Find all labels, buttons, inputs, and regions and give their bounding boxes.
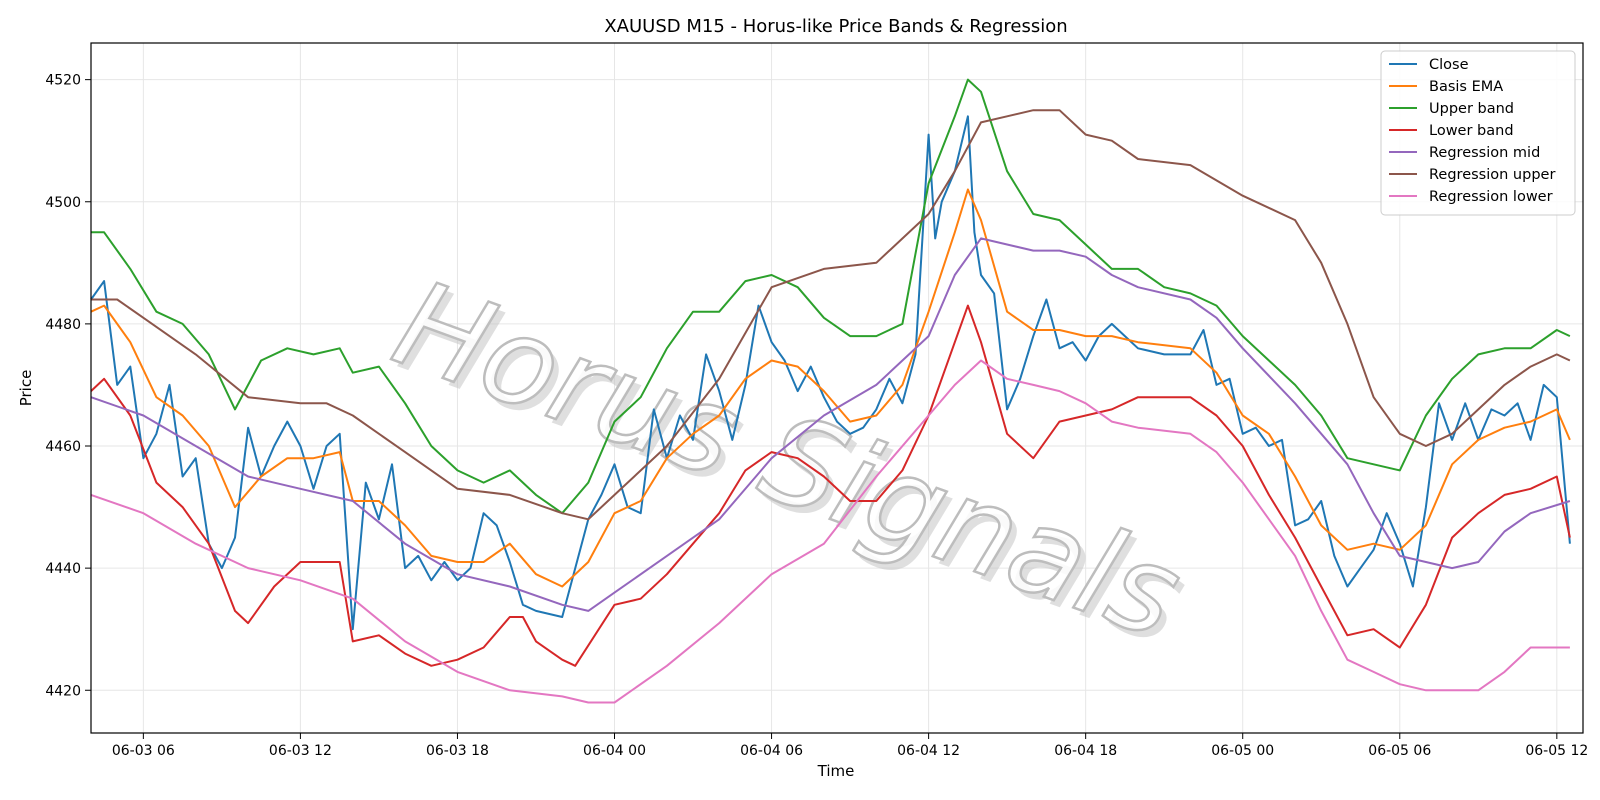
legend-label: Regression mid xyxy=(1429,145,1540,161)
legend-label: Basis EMA xyxy=(1429,79,1503,95)
legend-label: Regression upper xyxy=(1429,167,1555,183)
series-line-regression-upper xyxy=(91,109,1571,521)
legend-label: Upper band xyxy=(1429,101,1514,117)
series-line-lower-band xyxy=(90,304,1571,667)
legend: Close Basis EMA Upper band Lower band Regres… xyxy=(1380,50,1576,216)
chart-title: XAUUSD M15 - Horus-like Price Bands & Re… xyxy=(604,16,1067,37)
x-tick-label: 06-04 18 xyxy=(1054,743,1117,759)
x-axis: 06-03 06 06-03 12 06-03 18 06-04 00 06-04 06… xyxy=(112,733,1588,759)
x-tick-label: 06-05 00 xyxy=(1211,743,1274,759)
series-line-regression-mid xyxy=(90,237,1571,612)
legend-label: Lower band xyxy=(1429,123,1514,139)
y-tick-label: 4500 xyxy=(45,195,81,211)
series-layer xyxy=(90,78,1571,704)
x-tick-label: 06-03 06 xyxy=(112,743,175,759)
y-tick-label: 4480 xyxy=(45,317,81,333)
series-line-regression-lower xyxy=(90,359,1570,704)
series-line-basis-ema xyxy=(90,188,1571,588)
legend-box xyxy=(1380,50,1576,216)
y-axis: 4420 4440 4460 4480 4500 4520 xyxy=(45,73,91,699)
plot-frame xyxy=(90,42,1584,734)
y-tick-label: 4420 xyxy=(45,683,81,699)
x-tick-label: 06-03 12 xyxy=(269,743,332,759)
y-tick-label: 4520 xyxy=(45,73,81,89)
series-line-upper-band xyxy=(91,78,1571,515)
x-tick-label: 06-04 12 xyxy=(897,743,960,759)
x-tick-label: 06-04 00 xyxy=(583,743,646,759)
y-axis-label: Price xyxy=(17,370,35,407)
x-tick-label: 06-04 06 xyxy=(740,743,803,759)
series-line-close xyxy=(90,115,1571,631)
legend-label: Regression lower xyxy=(1429,189,1553,205)
x-tick-label: 06-05 12 xyxy=(1525,743,1588,759)
y-tick-label: 4440 xyxy=(45,561,81,577)
x-axis-label: Time xyxy=(817,762,855,780)
x-tick-label: 06-03 18 xyxy=(426,743,489,759)
y-tick-label: 4460 xyxy=(45,439,81,455)
legend-label: Close xyxy=(1429,57,1469,73)
x-tick-label: 06-05 06 xyxy=(1368,743,1431,759)
